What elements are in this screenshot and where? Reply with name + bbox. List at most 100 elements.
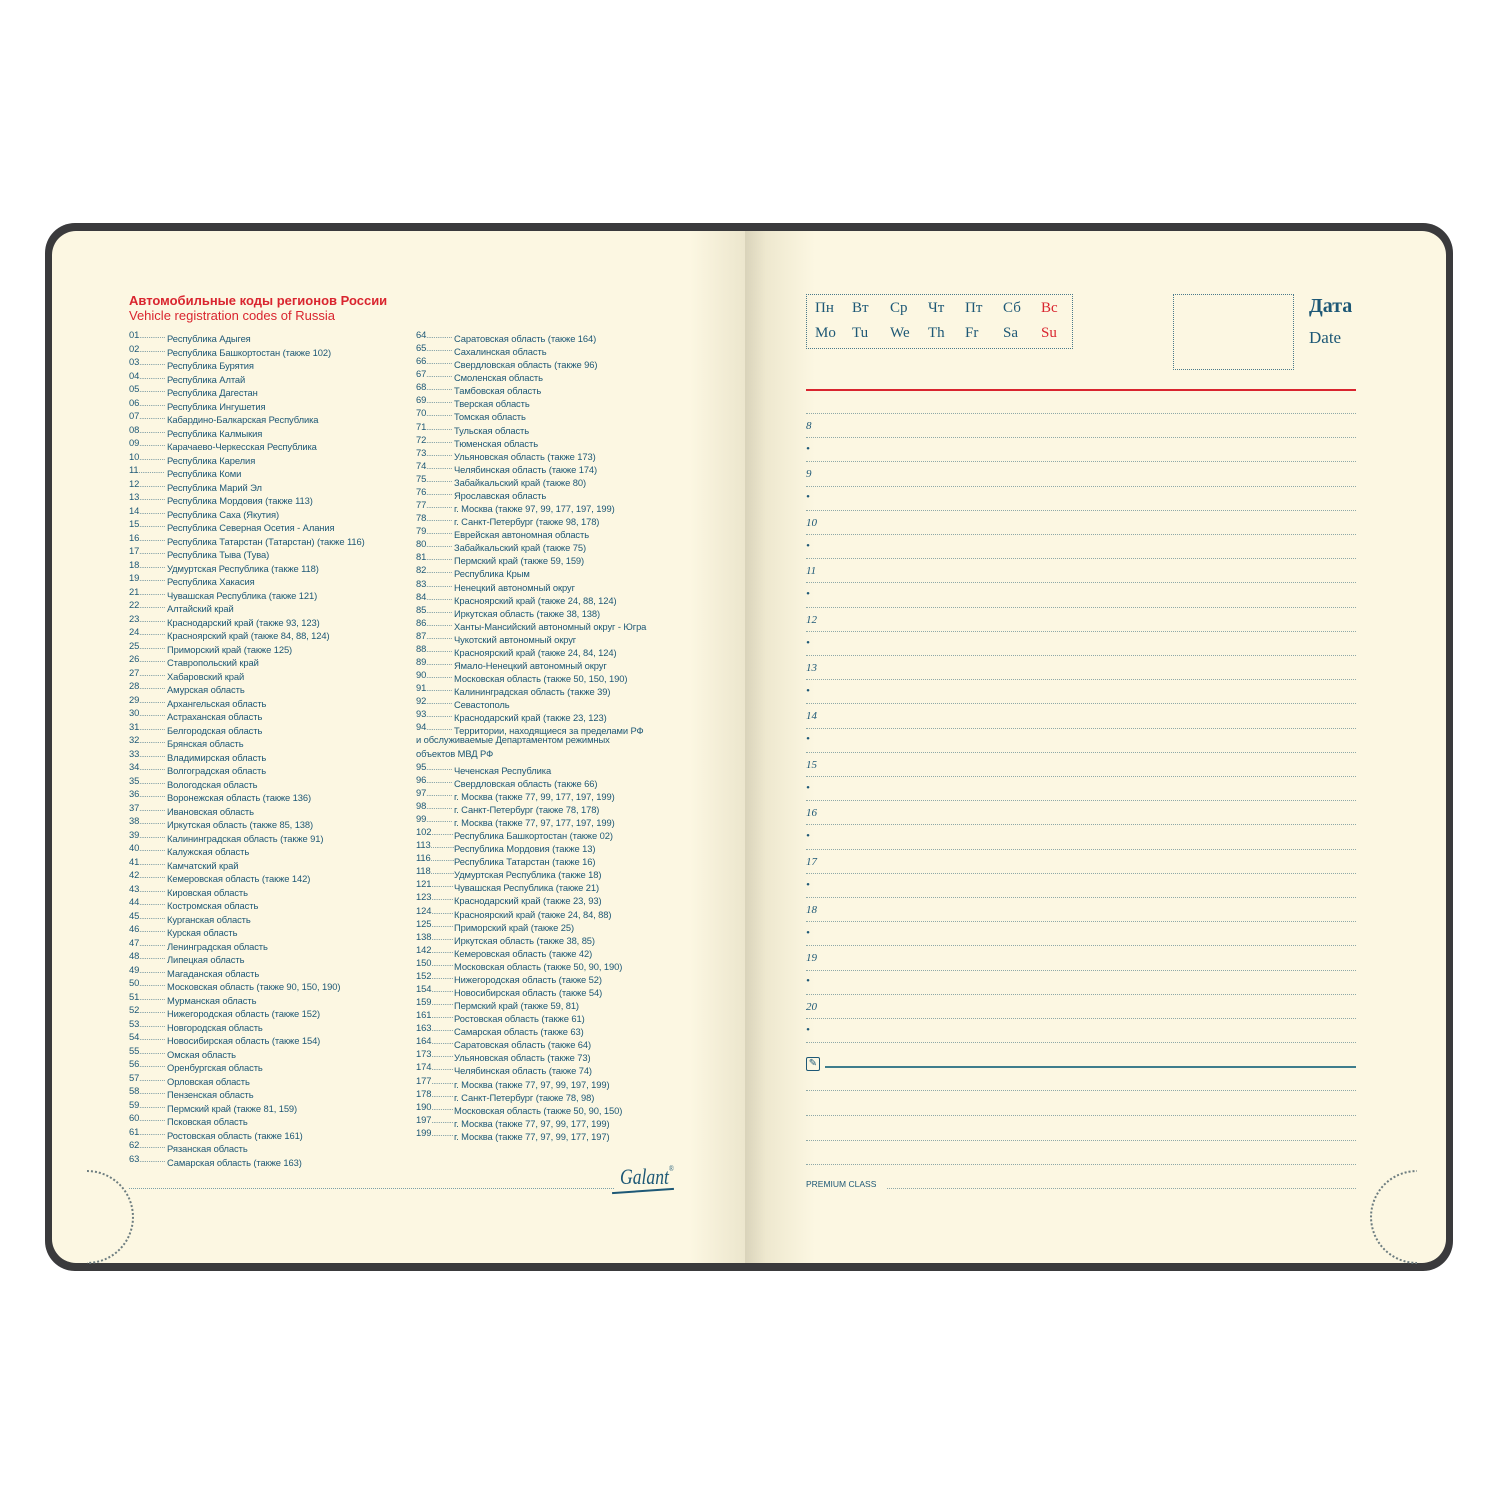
region-name: Республика Тыва (Тува) — [167, 549, 270, 560]
region-name: Белгородская область — [167, 724, 263, 736]
region-code-row: 24Красноярский край (также 84, 88, 124) — [129, 626, 330, 641]
region-name: Курганская область — [167, 913, 251, 925]
region-name: Чувашская Республика (также 121) — [167, 589, 318, 601]
dotted-rule — [806, 630, 1356, 632]
region-code-row: 37Ивановская область — [129, 802, 254, 817]
weekday-ru[interactable]: Пн — [815, 300, 834, 316]
dotted-rule — [806, 1042, 1356, 1044]
region-code-row: 154Новосибирская область (также 54) — [416, 983, 602, 998]
weekday-en[interactable]: Tu — [852, 325, 869, 341]
weekday-ru[interactable]: Чт — [928, 300, 945, 316]
region-code-row: 23Краснодарский край (также 93, 123) — [129, 613, 320, 628]
date-label-ru: Дата — [1309, 295, 1353, 317]
region-name: Иркутская область (также 38, 138) — [454, 607, 601, 619]
dotted-rule — [806, 921, 1356, 923]
half-hour-marker: • — [806, 878, 810, 891]
region-name: г. Москва (также 77, 97, 177, 197, 199) — [454, 816, 615, 828]
region-code: 65 — [416, 342, 454, 355]
region-code: 01 — [129, 329, 167, 342]
half-hour-marker: • — [806, 927, 810, 939]
weekday-ru[interactable]: Сб — [1003, 300, 1021, 316]
region-code-row: 33Владимирская область — [129, 748, 266, 763]
region-code-row: 90Московская область (также 50, 150, 190… — [416, 669, 627, 684]
region-code: 80 — [416, 538, 454, 551]
region-code: 59 — [129, 1099, 167, 1112]
region-code-row: 29Архангельская область — [129, 694, 266, 709]
region-name: Удмуртская Республика (также 118) — [167, 562, 319, 574]
half-hour-marker: • — [806, 588, 810, 601]
weekday-en[interactable]: Th — [928, 325, 945, 341]
region-name: Красноярский край (также 24, 88, 124) — [454, 594, 617, 606]
region-name: Смоленская область — [454, 372, 543, 384]
region-code-row: 177г. Москва (также 77, 97, 99, 197, 199… — [416, 1075, 610, 1090]
region-code: 46 — [129, 923, 167, 936]
galant-logo: Galant — [620, 1164, 674, 1190]
region-name: Ставропольский край — [167, 657, 259, 668]
region-name: Республика Мордовия (также 113) — [167, 495, 313, 506]
region-code: 197 — [416, 1114, 454, 1127]
region-name: Курская область — [167, 927, 238, 938]
region-name: Республика Татарстан (Татарстан) (также … — [167, 535, 365, 547]
dotted-rule — [806, 897, 1356, 898]
dotted-rule — [806, 945, 1356, 947]
region-name: Воронежская область (также 136) — [167, 792, 312, 803]
date-field-box[interactable] — [1173, 294, 1294, 370]
weekday-en[interactable]: Sa — [1003, 325, 1018, 341]
region-code-row: 26Ставропольский край — [129, 653, 259, 668]
region-code-row: 116Республика Татарстан (также 16) — [416, 852, 595, 867]
region-name: Пензенская область — [167, 1089, 254, 1100]
region-code: 99 — [416, 813, 454, 826]
region-name-continued: и обслуживаемые Департаментом режимных — [416, 734, 610, 746]
region-code-row: 91Калининградская область (также 39) — [416, 682, 610, 697]
region-code: 154 — [416, 983, 454, 996]
region-code: 177 — [416, 1075, 454, 1088]
region-code: 73 — [416, 447, 454, 460]
region-code-row: 163Самарская область (также 63) — [416, 1022, 584, 1037]
region-name: Республика Ингушетия — [167, 400, 266, 412]
weekday-en[interactable]: Fr — [965, 325, 979, 341]
region-code: 84 — [416, 591, 454, 604]
weekday-en[interactable]: We — [890, 325, 910, 341]
region-code-row: 64Саратовская область (также 164) — [416, 329, 596, 344]
weekday-ru[interactable]: Пт — [965, 300, 983, 316]
region-code: 91 — [416, 682, 454, 695]
region-code: 152 — [416, 970, 454, 983]
region-name: Кемеровская область (также 42) — [454, 947, 593, 959]
region-name: Забайкальский край (также 75) — [454, 542, 586, 554]
region-code: 09 — [129, 437, 167, 450]
weekday-ru[interactable]: Ср — [890, 300, 908, 316]
region-code: 34 — [129, 761, 167, 774]
region-name: Томская область — [454, 411, 526, 423]
region-code: 05 — [129, 383, 167, 396]
weekday-ru[interactable]: Вс — [1041, 300, 1058, 316]
region-name: Камчатский край — [167, 859, 239, 871]
weekday-ru[interactable]: Вт — [852, 300, 869, 316]
region-code-row: 78г. Санкт-Петербург (также 98, 178) — [416, 512, 599, 527]
region-code: 55 — [129, 1045, 167, 1058]
region-code-row: 81Пермский край (также 59, 159) — [416, 551, 584, 566]
region-name: Иркутская область (также 38, 85) — [454, 934, 595, 946]
weekday-en[interactable]: Mo — [815, 325, 836, 341]
region-name: Костромская область — [167, 900, 259, 911]
region-code: 68 — [416, 381, 454, 394]
region-name: Ростовская область (также 61) — [454, 1013, 585, 1025]
weekday-en[interactable]: Su — [1041, 325, 1057, 341]
hour-label: 10 — [806, 516, 817, 529]
region-name: Калининградская область (также 91) — [167, 832, 324, 844]
region-code-row: 93Краснодарский край (также 23, 123) — [416, 708, 607, 723]
region-name: г. Санкт-Петербург (также 98, 178) — [454, 516, 600, 528]
region-code: 95 — [416, 761, 454, 774]
region-name: Челябинская область (также 74) — [454, 1065, 592, 1077]
dotted-rule — [806, 534, 1356, 535]
region-name: Краснодарский край (также 23, 123) — [454, 712, 607, 724]
region-code: 81 — [416, 551, 454, 564]
region-code: 17 — [129, 545, 167, 558]
half-hour-marker: • — [806, 539, 810, 552]
region-code: 18 — [129, 559, 167, 572]
region-code: 123 — [416, 891, 454, 904]
region-code: 63 — [129, 1153, 167, 1166]
region-name-continued: объектов МВД РФ — [416, 747, 494, 759]
region-code: 124 — [416, 905, 454, 918]
region-code-row: 80Забайкальский край (также 75) — [416, 538, 586, 553]
region-name: Республика Коми — [167, 468, 242, 479]
